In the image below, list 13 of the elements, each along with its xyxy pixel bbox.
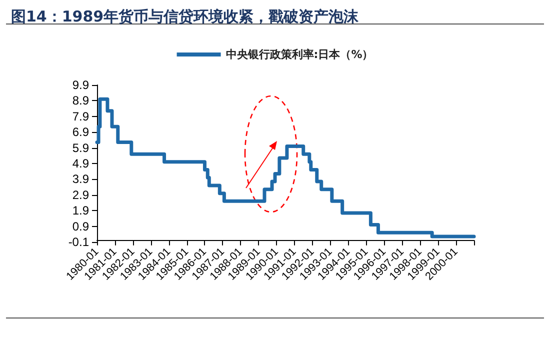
y-tick-label: -0.1 [68,235,90,249]
y-tick-label: 3.9 [72,172,90,186]
y-tick-label: 1.9 [72,204,90,218]
y-tick-label: 5.9 [72,140,90,155]
y-tick-label: 8.9 [72,94,90,108]
y-tick-label: 2.9 [72,188,90,202]
y-tick-label: 4.9 [72,156,90,170]
y-tick-label: 6.9 [72,125,90,140]
y-tick-label: 0.9 [72,219,90,234]
y-tick-label: 7.9 [72,109,90,124]
legend-label: 中央银行政策利率:日本（%） [226,48,374,61]
chart-title: 图14：1989年货币与信贷环境收紧，戳破资产泡沫 [11,8,360,26]
y-tick-label: 9.9 [72,78,90,92]
